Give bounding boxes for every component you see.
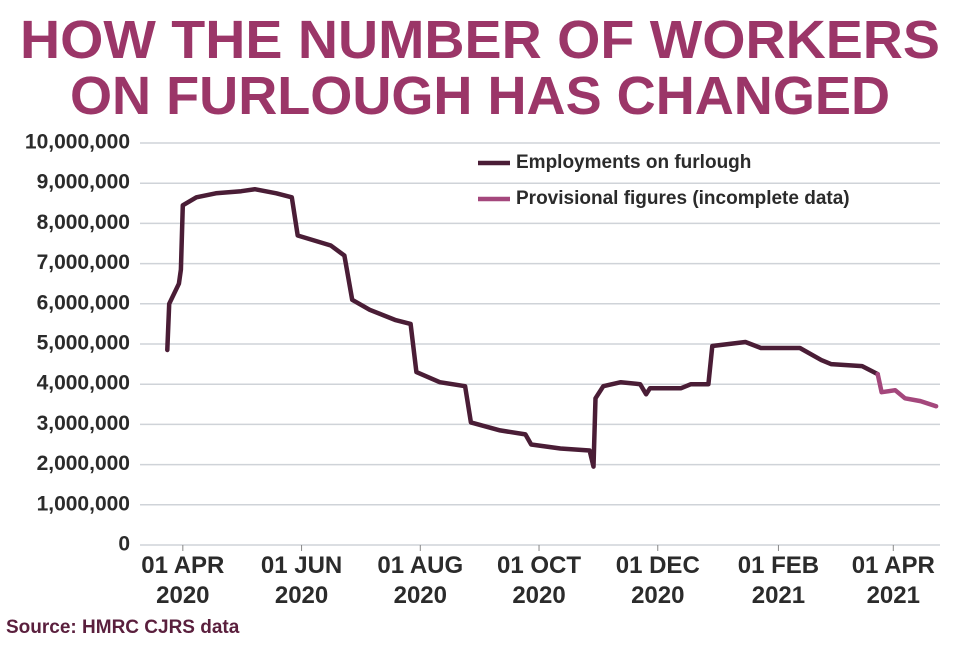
chart-title: ON FURLOUGH HAS CHANGED xyxy=(70,66,890,126)
x-tick-label: 01 APR xyxy=(141,552,224,579)
x-tick-label: 01 JUN xyxy=(261,552,342,579)
y-tick-label: 9,000,000 xyxy=(37,171,130,194)
x-tick-label: 01 AUG xyxy=(377,552,463,579)
series-line xyxy=(875,371,939,409)
source-note: Source: HMRC CJRS data xyxy=(6,617,240,638)
x-tick-label: 2021 xyxy=(752,582,805,609)
x-tick-label: 2020 xyxy=(631,582,684,609)
y-tick-label: 3,000,000 xyxy=(37,412,130,435)
x-tick-label: 01 DEC xyxy=(616,552,700,579)
y-tick-label: 7,000,000 xyxy=(37,251,130,274)
y-tick-label: 6,000,000 xyxy=(37,291,130,314)
x-tick-label: 2020 xyxy=(394,582,447,609)
y-tick-label: 0 xyxy=(118,533,130,556)
legend-label: Employments on furlough xyxy=(516,152,751,173)
x-tick-label: 2021 xyxy=(867,582,920,609)
x-tick-label: 2020 xyxy=(512,582,565,609)
y-tick-label: 2,000,000 xyxy=(37,452,130,475)
chart-title: HOW THE NUMBER OF WORKERS xyxy=(20,10,940,70)
y-tick-label: 8,000,000 xyxy=(37,211,130,234)
series-line xyxy=(165,186,880,469)
x-tick-label: 01 APR xyxy=(852,552,935,579)
x-tick-label: 01 OCT xyxy=(497,552,581,579)
y-tick-label: 1,000,000 xyxy=(37,492,130,515)
legend-label: Provisional figures (incomplete data) xyxy=(516,188,850,209)
x-tick-label: 2020 xyxy=(156,582,209,609)
y-tick-label: 4,000,000 xyxy=(37,372,130,395)
x-tick-label: 2020 xyxy=(275,582,328,609)
x-tick-label: 01 FEB xyxy=(738,552,819,579)
y-tick-label: 10,000,000 xyxy=(25,131,130,154)
y-tick-label: 5,000,000 xyxy=(37,332,130,355)
